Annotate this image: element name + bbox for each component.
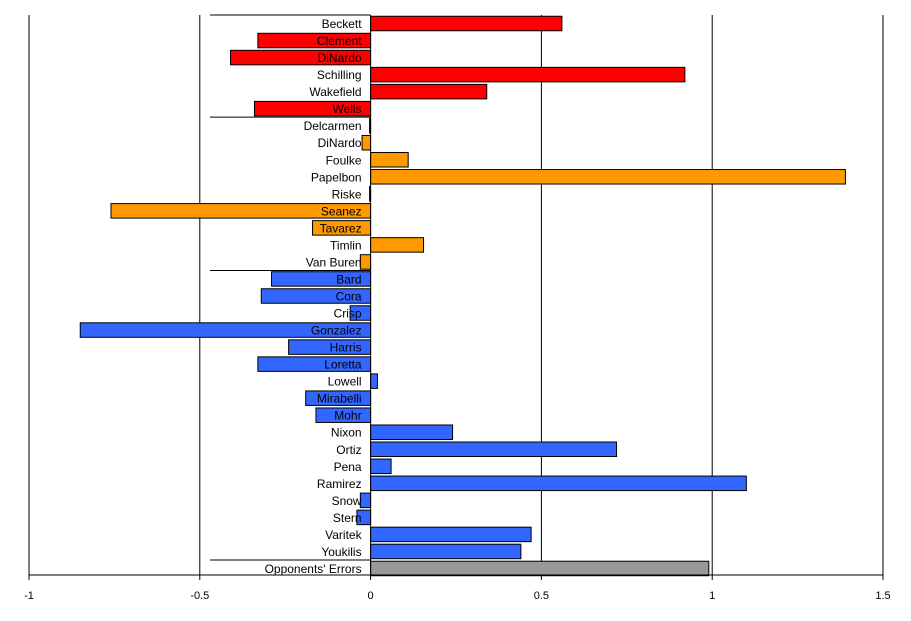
bar <box>370 169 846 185</box>
bar <box>370 15 563 32</box>
category-labels: Beckett Clement DiNardo Schilling Wakefield W… <box>265 17 363 576</box>
bar <box>370 458 392 475</box>
category-label: Nixon <box>331 426 362 440</box>
category-label: Pena <box>334 460 362 474</box>
x-tick-label: 1 <box>709 590 715 602</box>
category-label: Harris <box>330 341 362 355</box>
x-axis: -1 -0.5 0 0.5 1 1.5 <box>24 15 891 602</box>
category-label: Mohr <box>334 409 361 423</box>
bar <box>370 475 747 492</box>
category-label: Crisp <box>334 307 362 321</box>
bar <box>370 373 378 389</box>
category-label: Seanez <box>321 204 362 218</box>
category-label: Cora <box>336 289 362 303</box>
category-label: DiNardo <box>318 136 362 150</box>
category-label: Ortiz <box>336 443 361 457</box>
category-label: Timlin <box>330 238 362 252</box>
bar <box>359 492 372 509</box>
bar <box>370 66 686 83</box>
bar <box>359 254 372 270</box>
category-label: Schilling <box>317 68 362 82</box>
bar <box>370 441 618 458</box>
bar <box>370 152 409 168</box>
category-label: Van Buren <box>306 255 362 269</box>
category-label: Mirabelli <box>317 392 362 406</box>
category-label: Gonzalez <box>311 324 362 338</box>
bar <box>370 237 425 253</box>
category-label: Stern <box>333 511 362 525</box>
category-label: Ramirez <box>317 477 362 491</box>
category-label: Youkilis <box>321 545 361 559</box>
category-label: Snow <box>332 494 362 508</box>
category-label: Riske <box>332 187 362 201</box>
category-label: DiNardo <box>318 51 362 65</box>
x-tick-label: -1 <box>24 590 34 602</box>
category-label: Beckett <box>322 17 363 31</box>
category-label: Papelbon <box>311 170 362 184</box>
category-label: Lowell <box>328 375 362 389</box>
category-label: Opponents' Errors <box>265 562 362 576</box>
x-tick-label: 1.5 <box>875 590 890 602</box>
bar <box>361 134 372 151</box>
x-tick-label: -0.5 <box>190 590 209 602</box>
category-label: Delcarmen <box>304 119 362 133</box>
group-separators <box>210 14 371 561</box>
bars <box>79 15 846 577</box>
bar <box>370 83 488 100</box>
bar <box>370 543 522 560</box>
bar <box>370 424 454 440</box>
category-label: Foulke <box>326 153 362 167</box>
bar <box>370 526 532 543</box>
category-label: Loretta <box>324 358 362 372</box>
category-label: Bard <box>336 272 361 286</box>
category-label: Tavarez <box>320 221 362 235</box>
bar <box>370 560 710 577</box>
category-label: Wells <box>332 102 361 116</box>
x-tick-label: 0.5 <box>534 590 549 602</box>
category-label: Varitek <box>325 528 362 542</box>
category-label: Clement <box>317 34 362 48</box>
category-label: Wakefield <box>309 85 361 99</box>
x-tick-label: 0 <box>368 590 374 602</box>
